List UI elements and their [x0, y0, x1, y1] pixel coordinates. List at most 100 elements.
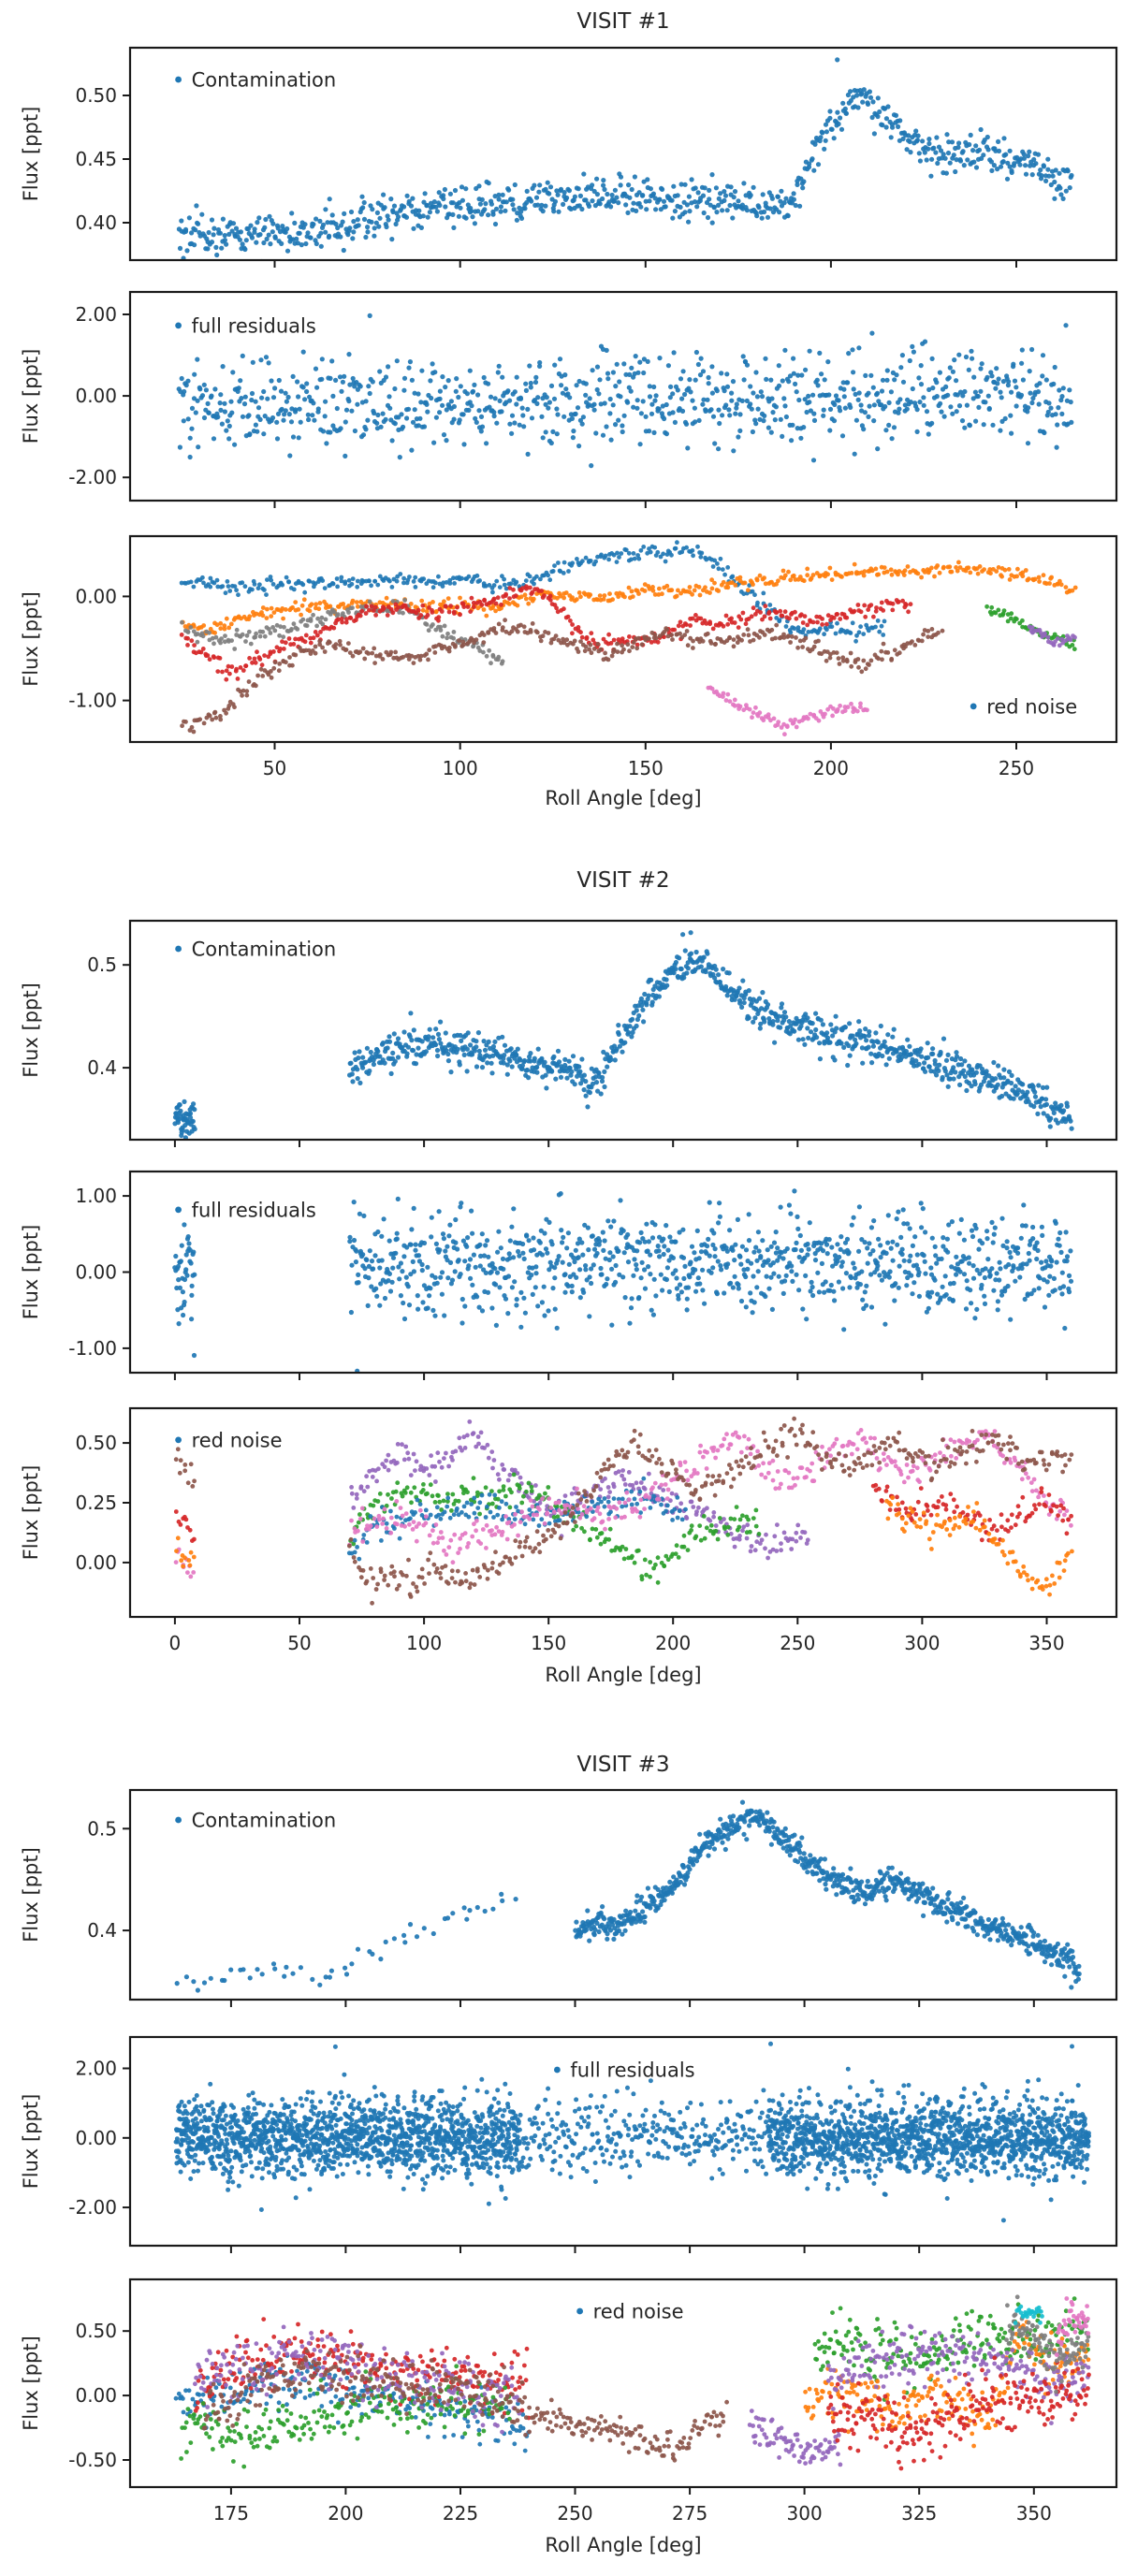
y-axis-label: Flux [ppt]	[20, 1225, 42, 1320]
scatter-points	[173, 2041, 1091, 2223]
x-tick-label: 175	[213, 2502, 249, 2525]
x-tick-label: 50	[287, 1632, 311, 1654]
x-tick-label: 250	[999, 757, 1034, 779]
scatter-points	[173, 2294, 1091, 2471]
legend-marker-icon	[175, 76, 182, 83]
series-contamination	[176, 87, 1074, 260]
legend-marker-icon	[970, 703, 977, 710]
series-contamination	[172, 948, 1074, 1140]
scatter-points	[176, 57, 1074, 260]
scatter-points	[176, 313, 1074, 469]
series-rednoise-red	[173, 1482, 1073, 1543]
y-axis-label: Flux [ppt]	[20, 2336, 42, 2431]
panel-border	[128, 46, 1118, 262]
x-tick-label: 200	[813, 757, 849, 779]
panel-border	[128, 2035, 1118, 2248]
y-axis-label: Flux [ppt]	[20, 591, 42, 687]
y-axis-label: Flux [ppt]	[20, 2094, 42, 2190]
y-tick-label: 0.50	[75, 1432, 117, 1454]
scatter-points	[174, 1799, 1082, 1993]
y-tick-label: 0.5	[87, 1817, 117, 1840]
x-tick-label: 150	[628, 757, 664, 779]
legend-label: red noise	[192, 1429, 283, 1451]
panel-border	[128, 1788, 1118, 2001]
legend-marker-icon	[175, 1206, 182, 1214]
x-axis-label: Roll Angle [deg]	[545, 787, 701, 809]
x-tick-label: 350	[1016, 2502, 1052, 2525]
x-tick-label: 225	[443, 2502, 478, 2525]
series-rednoise-orange	[174, 1495, 1074, 1597]
series-full-residuals	[176, 313, 1074, 469]
series-rednoise-red	[179, 584, 913, 682]
y-tick-label: 0.00	[75, 385, 117, 407]
series-rednoise-gray	[1004, 2294, 1091, 2394]
panel-border	[128, 1406, 1118, 1619]
scatter-points	[172, 930, 1074, 1140]
x-tick-label: 350	[1028, 1632, 1064, 1654]
legend-marker-icon	[175, 1436, 182, 1444]
panel-border	[128, 919, 1118, 1142]
y-tick-label: 0.50	[75, 2320, 117, 2342]
series-outliers	[332, 2041, 1074, 2223]
x-tick-label: 150	[531, 1632, 566, 1654]
legend-marker-icon	[175, 322, 182, 329]
series-rednoise-orange	[180, 560, 1078, 636]
x-tick-label: 250	[557, 2502, 592, 2525]
x-tick-label: 200	[655, 1632, 691, 1654]
series-residuals	[173, 2066, 1091, 2212]
series-rednoise-cyan	[1013, 2304, 1044, 2325]
y-tick-label: 0.25	[75, 1492, 117, 1514]
y-tick-label: 0.00	[75, 2384, 117, 2407]
legend-label: Contamination	[192, 939, 337, 961]
legend-marker-icon	[175, 945, 182, 953]
legend-label: full residuals	[192, 314, 316, 337]
y-tick-label: 0.4	[87, 1919, 117, 1942]
series-rednoise-purple-right	[825, 2323, 1091, 2425]
legend-label: red noise	[593, 2301, 684, 2323]
series-residuals-main	[347, 1188, 1074, 1332]
panel-border	[128, 534, 1118, 744]
y-axis-label: Flux [ppt]	[20, 1847, 42, 1943]
x-tick-label: 250	[780, 1632, 815, 1654]
x-tick-label: 300	[787, 2502, 823, 2525]
scatter-points	[172, 1188, 1074, 1373]
y-tick-label: 0.00	[75, 1551, 117, 1574]
legend-marker-icon	[554, 2066, 561, 2074]
series-rednoise-purple-left	[193, 2324, 522, 2435]
series-contamination-dense	[573, 1799, 1082, 1990]
series-rednoise-pink	[1054, 2296, 1091, 2357]
legend-label: full residuals	[570, 2059, 694, 2082]
x-tick-label: 300	[904, 1632, 940, 1654]
series-outlier	[835, 57, 840, 63]
y-tick-label: -0.50	[68, 2449, 117, 2471]
series-contamination-sparse	[174, 1891, 518, 1993]
x-tick-label: 200	[328, 2502, 363, 2525]
y-tick-label: 0.00	[75, 1261, 117, 1284]
legend-label: full residuals	[192, 1199, 316, 1221]
y-tick-label: 0.45	[75, 148, 117, 170]
legend-label: Contamination	[192, 1810, 337, 1832]
y-tick-label: -2.00	[68, 466, 117, 488]
series-rednoise-blue	[179, 540, 887, 644]
y-axis-label: Flux [ppt]	[20, 349, 42, 444]
scatter-points	[173, 1416, 1074, 1606]
visit-title: VISIT #3	[576, 1753, 669, 1777]
x-axis-label: Roll Angle [deg]	[545, 1664, 701, 1686]
series-rednoise-purple	[1027, 624, 1077, 648]
legend-label: Contamination	[192, 69, 337, 92]
x-tick-label: 325	[901, 2502, 937, 2525]
series-rednoise-brown-left	[201, 2344, 532, 2438]
x-tick-label: 0	[169, 1632, 182, 1654]
visit-3-chart: VISIT #3 0.4 0.5 Flux [ppt] Contamination -2.…	[20, 1753, 1118, 2556]
legend-marker-icon	[576, 2307, 583, 2315]
visit-title: VISIT #1	[576, 9, 669, 34]
x-tick-label: 100	[443, 757, 478, 779]
y-axis-label: Flux [ppt]	[20, 982, 42, 1078]
y-tick-label: -2.00	[68, 2196, 117, 2219]
y-tick-label: -1.00	[68, 690, 117, 712]
y-tick-label: 0.40	[75, 211, 117, 234]
y-tick-label: 2.00	[75, 303, 117, 326]
series-rednoise-pink	[706, 685, 869, 737]
y-axis-label: Flux [ppt]	[20, 107, 42, 202]
legend-label: red noise	[986, 695, 1077, 718]
